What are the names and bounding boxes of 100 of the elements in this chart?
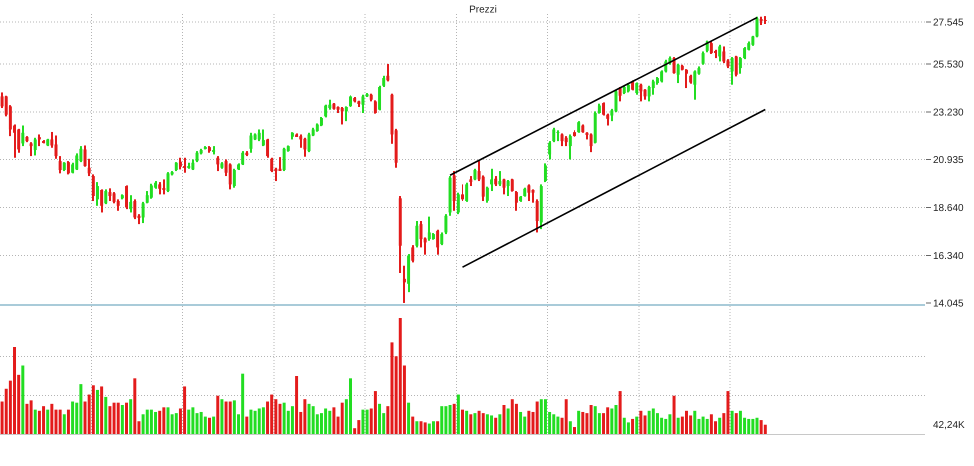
bar bbox=[220, 399, 224, 434]
bar bbox=[166, 407, 170, 434]
bar bbox=[626, 422, 630, 434]
bar bbox=[452, 404, 456, 434]
bar bbox=[498, 414, 502, 434]
bar bbox=[568, 421, 572, 434]
bar bbox=[349, 378, 352, 434]
bar bbox=[295, 376, 298, 434]
bar bbox=[465, 410, 468, 434]
bar bbox=[486, 414, 489, 434]
bar bbox=[710, 414, 713, 434]
bar bbox=[174, 413, 178, 434]
bar bbox=[672, 396, 676, 434]
bar bbox=[478, 410, 481, 434]
candlestick bbox=[278, 157, 282, 171]
candlestick bbox=[402, 266, 406, 303]
bar bbox=[46, 410, 50, 434]
bar bbox=[241, 374, 244, 434]
bar bbox=[232, 400, 236, 434]
bar bbox=[420, 421, 423, 434]
bar bbox=[224, 402, 228, 434]
bar bbox=[685, 410, 688, 434]
bar bbox=[448, 405, 452, 434]
text: 42,24K bbox=[933, 420, 966, 431]
y-tick-label: 25.530 bbox=[933, 60, 964, 71]
bar bbox=[154, 412, 158, 434]
bar bbox=[469, 414, 472, 434]
bar bbox=[536, 402, 539, 434]
bar bbox=[108, 406, 112, 434]
bar bbox=[183, 386, 186, 434]
bar bbox=[104, 396, 108, 434]
bar bbox=[212, 416, 216, 434]
bar bbox=[618, 391, 622, 434]
bar bbox=[254, 410, 257, 434]
bar bbox=[158, 410, 162, 434]
bar bbox=[13, 347, 16, 434]
bar bbox=[332, 407, 336, 434]
bar bbox=[689, 415, 692, 434]
bar bbox=[706, 418, 709, 434]
bar bbox=[262, 407, 265, 434]
bar bbox=[519, 412, 522, 434]
chart-title: Prezzi bbox=[469, 4, 497, 16]
bar bbox=[473, 413, 476, 434]
bar bbox=[228, 402, 232, 434]
bar bbox=[187, 410, 190, 434]
bar bbox=[444, 406, 448, 434]
bar bbox=[577, 410, 580, 434]
bar bbox=[146, 410, 149, 434]
bar bbox=[200, 412, 203, 434]
bar bbox=[631, 418, 634, 434]
bar bbox=[581, 412, 584, 434]
y-tick-label: 16.340 bbox=[933, 250, 964, 262]
bar bbox=[494, 418, 498, 434]
bar bbox=[590, 405, 593, 434]
bar bbox=[610, 408, 614, 434]
bar bbox=[270, 394, 274, 434]
bar bbox=[614, 405, 618, 434]
bar bbox=[461, 410, 464, 434]
bar bbox=[340, 402, 344, 434]
bar bbox=[639, 410, 642, 434]
y-tick-label: 20.935 bbox=[933, 155, 964, 166]
bar bbox=[308, 404, 311, 434]
bar bbox=[50, 404, 54, 434]
bar bbox=[635, 416, 638, 434]
bar bbox=[216, 396, 220, 434]
bar bbox=[606, 407, 610, 434]
bar bbox=[573, 427, 576, 434]
bar bbox=[751, 418, 754, 434]
bar bbox=[738, 410, 742, 434]
bar bbox=[120, 405, 124, 434]
y-tick-label: 27.545 bbox=[933, 18, 964, 29]
bar bbox=[432, 421, 435, 434]
bar bbox=[208, 418, 211, 434]
y-tick-label: 23.230 bbox=[933, 107, 964, 118]
bar bbox=[510, 399, 514, 434]
bar bbox=[71, 402, 74, 434]
bar bbox=[34, 410, 37, 434]
bar bbox=[436, 421, 440, 434]
bar bbox=[506, 408, 510, 434]
bar bbox=[357, 420, 360, 434]
bar bbox=[734, 413, 738, 434]
y-tick-label: 18.640 bbox=[933, 202, 964, 214]
bar bbox=[398, 318, 402, 434]
bar bbox=[21, 366, 24, 434]
bar bbox=[502, 405, 506, 434]
bar bbox=[544, 399, 547, 434]
bar bbox=[693, 410, 696, 434]
bar bbox=[594, 406, 597, 434]
bar bbox=[312, 406, 315, 434]
bar bbox=[361, 410, 364, 434]
y-tick-label: 14.045 bbox=[933, 298, 964, 310]
bar bbox=[129, 399, 132, 434]
bar bbox=[25, 404, 28, 434]
bar bbox=[125, 402, 128, 434]
bar bbox=[282, 402, 286, 434]
bar bbox=[760, 420, 763, 434]
bar bbox=[162, 407, 166, 434]
bar bbox=[116, 402, 120, 434]
bar bbox=[415, 421, 418, 434]
bar bbox=[756, 418, 758, 434]
